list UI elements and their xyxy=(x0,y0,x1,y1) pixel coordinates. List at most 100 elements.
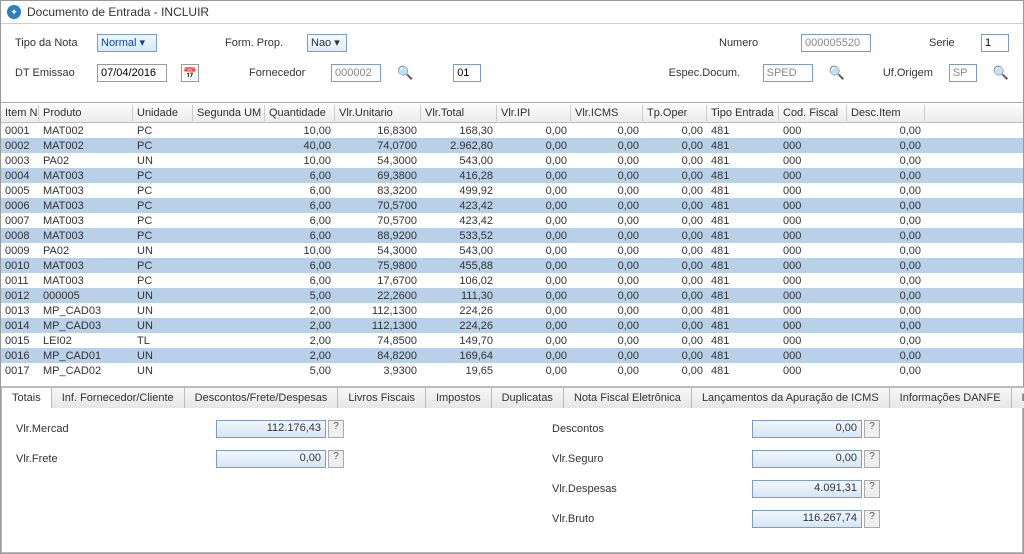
cell: 000 xyxy=(779,245,847,257)
cell: 0009 xyxy=(1,245,39,257)
table-row[interactable]: 0003PA02UN10,0054,3000543,000,000,000,00… xyxy=(1,153,1023,168)
col-header[interactable]: Vlr.IPI xyxy=(497,105,571,121)
input-espec-docum[interactable] xyxy=(763,64,813,82)
col-header[interactable]: Desc.Item xyxy=(847,105,925,121)
search-fornecedor-icon[interactable]: 🔍 xyxy=(397,65,413,81)
tab[interactable]: Totais xyxy=(1,387,52,408)
cell: 0,00 xyxy=(571,245,643,257)
tab[interactable]: Nota Fiscal Eletrônica xyxy=(563,387,692,408)
search-uf-icon[interactable]: 🔍 xyxy=(993,65,1009,81)
col-header[interactable]: Tipo Entrada xyxy=(707,105,779,121)
totals-value[interactable]: 4.091,31 xyxy=(752,480,862,498)
cell: MAT002 xyxy=(39,140,133,152)
totals-value[interactable]: 0,00 xyxy=(216,450,326,468)
totals-value[interactable]: 116.267,74 xyxy=(752,510,862,528)
calendar-icon[interactable]: 📅 xyxy=(181,64,199,82)
cell: 10,00 xyxy=(265,155,335,167)
cell: 0,00 xyxy=(571,320,643,332)
cell: 0,00 xyxy=(497,290,571,302)
table-row[interactable]: 0011MAT003PC6,0017,6700106,020,000,000,0… xyxy=(1,273,1023,288)
col-header[interactable]: Produto xyxy=(39,105,133,121)
tab[interactable]: Livros Fiscais xyxy=(337,387,426,408)
table-row[interactable]: 0006MAT003PC6,0070,5700423,420,000,000,0… xyxy=(1,198,1023,213)
label-serie: Serie xyxy=(929,37,967,49)
totals-left: Vlr.Mercad112.176,43?Vlr.Frete0,00? xyxy=(16,420,472,540)
cell: MAT003 xyxy=(39,215,133,227)
input-fornecedor[interactable] xyxy=(331,64,381,82)
window-title: Documento de Entrada - INCLUIR xyxy=(27,5,209,19)
input-uf-origem[interactable] xyxy=(949,64,977,82)
table-row[interactable]: 0007MAT003PC6,0070,5700423,420,000,000,0… xyxy=(1,213,1023,228)
table-row[interactable]: 0002MAT002PC40,0074,07002.962,800,000,00… xyxy=(1,138,1023,153)
col-header[interactable]: Unidade xyxy=(133,105,193,121)
col-header[interactable]: Item NF xyxy=(1,105,39,121)
cell: 481 xyxy=(707,260,779,272)
tab[interactable]: Descontos/Frete/Despesas xyxy=(184,387,339,408)
label-dt-emissao: DT Emissao xyxy=(15,67,83,79)
cell: 0,00 xyxy=(643,290,707,302)
cell: 481 xyxy=(707,290,779,302)
table-row[interactable]: 0008MAT003PC6,0088,9200533,520,000,000,0… xyxy=(1,228,1023,243)
cell: 0,00 xyxy=(643,320,707,332)
cell: 0,00 xyxy=(847,230,925,242)
col-header[interactable]: Tp.Oper xyxy=(643,105,707,121)
tab[interactable]: Lançamentos da Apuração de ICMS xyxy=(691,387,890,408)
table-row[interactable]: 0017MP_CAD02UN5,003,930019,650,000,000,0… xyxy=(1,363,1023,378)
tabs-bar: TotaisInf. Fornecedor/ClienteDescontos/F… xyxy=(1,386,1023,408)
help-icon[interactable]: ? xyxy=(864,450,880,468)
tab[interactable]: Impostos xyxy=(425,387,492,408)
table-row[interactable]: 0013MP_CAD03UN2,00112,1300224,260,000,00… xyxy=(1,303,1023,318)
table-row[interactable]: 0004MAT003PC6,0069,3800416,280,000,000,0… xyxy=(1,168,1023,183)
table-row[interactable]: 0012000005UN5,0022,2600111,300,000,000,0… xyxy=(1,288,1023,303)
help-icon[interactable]: ? xyxy=(328,420,344,438)
col-header[interactable]: Vlr.Unitario xyxy=(335,105,421,121)
cell: 0,00 xyxy=(847,290,925,302)
table-row[interactable]: 0015LEI02TL2,0074,8500149,700,000,000,00… xyxy=(1,333,1023,348)
cell: 000 xyxy=(779,200,847,212)
table-row[interactable]: 0005MAT003PC6,0083,3200499,920,000,000,0… xyxy=(1,183,1023,198)
table-row[interactable]: 0010MAT003PC6,0075,9800455,880,000,000,0… xyxy=(1,258,1023,273)
table-row[interactable]: 0001MAT002PC10,0016,8300168,300,000,000,… xyxy=(1,123,1023,138)
select-tipo-nota[interactable]: Normal ▾ xyxy=(97,34,157,52)
help-icon[interactable]: ? xyxy=(864,480,880,498)
cell: 0,00 xyxy=(571,140,643,152)
tab[interactable]: Informações DANFE xyxy=(889,387,1012,408)
window: ✦ Documento de Entrada - INCLUIR Tipo da… xyxy=(0,0,1024,554)
input-loja[interactable] xyxy=(453,64,481,82)
table-row[interactable]: 0014MP_CAD03UN2,00112,1300224,260,000,00… xyxy=(1,318,1023,333)
cell: 481 xyxy=(707,230,779,242)
tab[interactable]: Informações Adicionais xyxy=(1011,387,1024,408)
col-header[interactable]: Quantidade xyxy=(265,105,335,121)
col-header[interactable]: Vlr.ICMS xyxy=(571,105,643,121)
cell: MP_CAD02 xyxy=(39,365,133,377)
input-numero[interactable] xyxy=(801,34,871,52)
totals-row: Vlr.Despesas4.091,31? xyxy=(552,480,1008,498)
search-espec-icon[interactable]: 🔍 xyxy=(829,65,845,81)
cell: 0,00 xyxy=(643,335,707,347)
col-header[interactable]: Segunda UM xyxy=(193,105,265,121)
table-row[interactable]: 0016MP_CAD01UN2,0084,8200169,640,000,000… xyxy=(1,348,1023,363)
input-serie[interactable] xyxy=(981,34,1009,52)
cell: 533,52 xyxy=(421,230,497,242)
help-icon[interactable]: ? xyxy=(328,450,344,468)
input-dt-emissao[interactable] xyxy=(97,64,167,82)
totals-value[interactable]: 0,00 xyxy=(752,450,862,468)
cell: 481 xyxy=(707,200,779,212)
select-form-prop[interactable]: Nao ▾ xyxy=(307,34,347,52)
help-icon[interactable]: ? xyxy=(864,510,880,528)
label-uf-origem: Uf.Origem xyxy=(883,67,935,79)
totals-value[interactable]: 112.176,43 xyxy=(216,420,326,438)
totals-value[interactable]: 0,00 xyxy=(752,420,862,438)
tab[interactable]: Duplicatas xyxy=(491,387,564,408)
col-header[interactable]: Vlr.Total xyxy=(421,105,497,121)
cell: 54,3000 xyxy=(335,245,421,257)
cell: 0,00 xyxy=(497,245,571,257)
cell: UN xyxy=(133,320,193,332)
tab[interactable]: Inf. Fornecedor/Cliente xyxy=(51,387,185,408)
col-header[interactable]: Cod. Fiscal xyxy=(779,105,847,121)
cell: LEI02 xyxy=(39,335,133,347)
table-row[interactable]: 0009PA02UN10,0054,3000543,000,000,000,00… xyxy=(1,243,1023,258)
help-icon[interactable]: ? xyxy=(864,420,880,438)
cell: 40,00 xyxy=(265,140,335,152)
cell: 0,00 xyxy=(847,215,925,227)
